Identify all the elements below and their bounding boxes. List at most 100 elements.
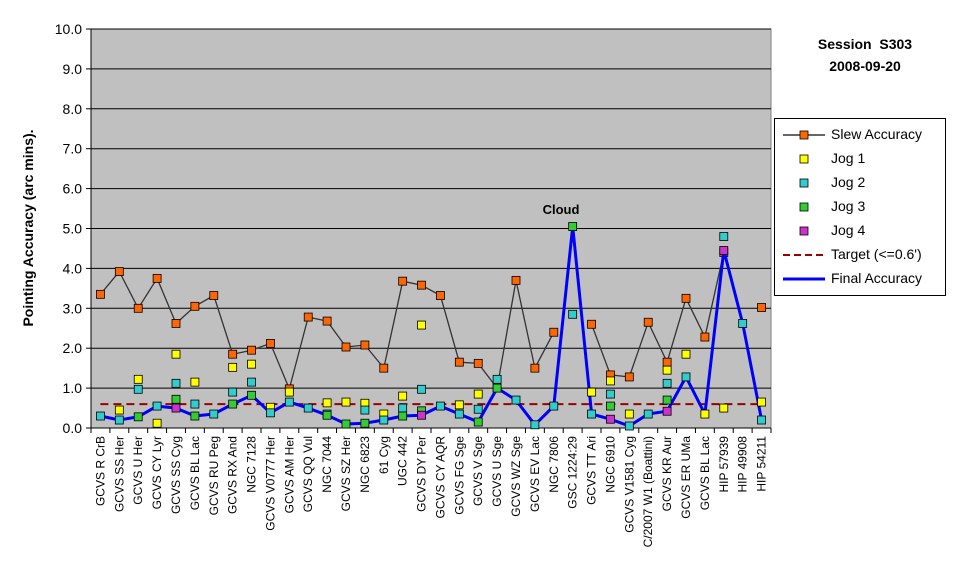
jog-series	[96, 222, 766, 431]
x-tick-label-19: GCVS FG Sge	[452, 436, 466, 515]
jog1-point	[190, 377, 200, 387]
x-tick-label-13: GCVS SZ Her	[339, 436, 353, 511]
jog2-point	[303, 403, 313, 413]
jog1-point	[681, 349, 691, 359]
jog3-point	[662, 395, 672, 405]
x-tick-label-30: GCVS KR Aur	[660, 436, 674, 511]
x-tick-label-29: C/2007 W1 (Boattini)	[641, 436, 655, 547]
jog4-point	[417, 410, 426, 420]
jog3-point	[341, 419, 351, 429]
jog1-point	[606, 376, 615, 386]
jog2-point	[379, 415, 389, 425]
jog2-point	[228, 387, 238, 397]
x-tick-labels: GCVS R CrB GCVS SS Her GCVS U Her GCVS CY L…	[93, 436, 768, 548]
x-tick-label-23: GCVS EV Lac	[528, 436, 542, 512]
jog2-point	[492, 374, 502, 384]
jog2-point	[530, 420, 540, 430]
slew-point	[152, 273, 162, 283]
x-tick-label-17: GCVS DY Per	[415, 436, 429, 512]
jog1-point	[719, 403, 729, 413]
jog2-legend-swatch	[799, 178, 809, 188]
slew-point	[379, 363, 389, 373]
x-tick-label-31: GCVS ER UMa	[679, 436, 693, 519]
jog2-point	[473, 404, 483, 414]
jog3-point	[228, 399, 238, 409]
y-tick-labels: 0.0 1.0 2.0 3.0 4.0 5.0 6.0 7.0 8.0 9.0 10.0	[55, 21, 82, 436]
target-legend-swatch	[783, 254, 825, 256]
slew-point	[549, 327, 559, 337]
axes	[90, 29, 772, 433]
jog3-point	[398, 411, 408, 421]
x-tick-label-20: GCVS V Sge	[471, 436, 485, 506]
slew-point	[700, 332, 710, 342]
legend-label-slew: Slew Accuracy	[831, 126, 923, 142]
jog2-point	[568, 309, 578, 319]
cloud-annotation: Cloud	[543, 202, 580, 217]
jog4-point	[606, 414, 615, 424]
jog1-point	[700, 409, 710, 419]
jog2-point	[662, 378, 672, 388]
x-tick-label-12: NGC 7044	[320, 436, 334, 493]
jog2-point	[511, 395, 521, 405]
jog3-legend-swatch	[799, 202, 809, 212]
jog2-point	[247, 377, 256, 387]
slew-point	[228, 349, 238, 359]
jog2-point	[114, 415, 124, 425]
legend-label-target: Target (<=0.6')	[831, 246, 922, 262]
jog2-point	[152, 401, 162, 411]
x-tick-label-34: HIP 49908	[736, 436, 750, 493]
y-tick-label-5: 5.0	[63, 221, 83, 237]
jog2-point	[133, 384, 143, 394]
x-tick-label-11: GCVS QQ Vul	[301, 436, 315, 512]
jog2-point	[549, 401, 559, 411]
x-tick-label-32: GCVS BL Lac	[698, 436, 712, 510]
slew-legend-swatch	[783, 130, 825, 140]
slew-point	[643, 317, 653, 327]
jog1-point	[341, 397, 351, 407]
legend-label-jog4: Jog 4	[831, 222, 866, 238]
legend-item-jog2: Jog 2	[775, 173, 945, 193]
jog2-point	[738, 319, 748, 328]
jog1-point	[398, 391, 408, 401]
slew-point	[247, 345, 256, 355]
jog1-point	[473, 389, 483, 399]
jog2-point	[587, 409, 596, 419]
y-tick-label-3: 3.0	[63, 300, 83, 316]
jog3-point	[322, 410, 332, 420]
x-tick-label-22: GCVS WZ Sge	[509, 436, 523, 517]
slew-point	[303, 312, 313, 322]
x-tick-label-25: GSC 1224:29	[566, 436, 580, 509]
jog2-point	[398, 403, 408, 413]
jog1-point	[454, 400, 464, 410]
jog2-point	[190, 399, 200, 409]
jog1-point	[757, 397, 766, 407]
jog1-point	[171, 349, 181, 359]
jog2-point	[719, 232, 729, 241]
x-tick-label-3: GCVS CY Lyr	[150, 436, 164, 509]
x-tick-label-6: GCVS RU Peg	[207, 436, 221, 515]
jog2-point	[417, 384, 426, 394]
y-tick-label-4: 4.0	[63, 260, 83, 276]
y-tick-label-1: 1.0	[63, 380, 83, 396]
jog3-point	[247, 390, 256, 400]
slew-point	[454, 357, 464, 367]
x-tick-label-15: 61 Cyg	[377, 436, 391, 474]
jog4-point	[662, 406, 672, 416]
jog3-point	[473, 417, 483, 427]
jog3-point	[171, 394, 181, 404]
jog2-point	[360, 405, 370, 415]
slew-point	[473, 358, 483, 368]
legend-label-jog1: Jog 1	[831, 150, 866, 166]
y-tick-label-0: 0.0	[63, 420, 83, 436]
jog2-point	[284, 397, 294, 407]
session-title: Session S303 2008-09-20	[790, 33, 940, 77]
jog1-point	[587, 387, 596, 397]
final-legend-swatch	[783, 277, 825, 281]
x-tick-label-2: GCVS U Her	[131, 436, 145, 505]
jog1-point	[417, 320, 426, 330]
slew-point	[417, 280, 426, 290]
legend-item-jog3: Jog 3	[775, 197, 945, 217]
jog2-point	[266, 408, 275, 418]
y-tick-label-7: 7.0	[63, 141, 83, 157]
